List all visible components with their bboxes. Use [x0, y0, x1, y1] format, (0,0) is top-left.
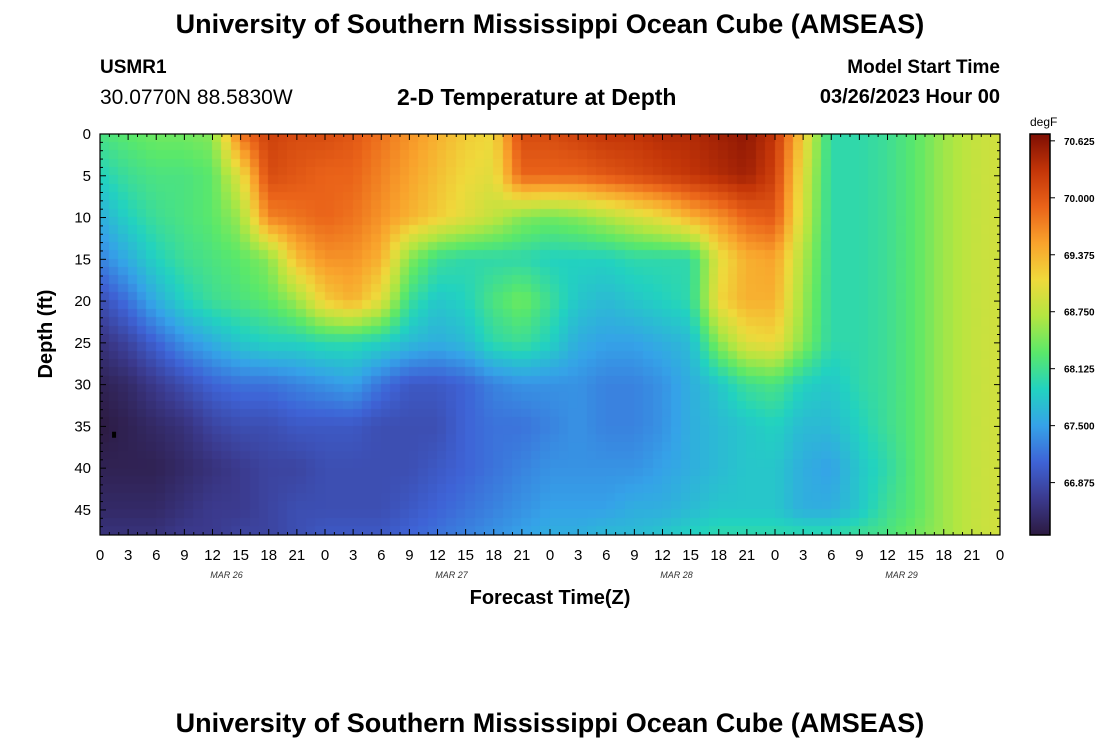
y-axis-label: Depth (ft)	[35, 290, 57, 379]
x-tick-label: 18	[710, 547, 727, 564]
colorbar-label: 68.750	[1064, 308, 1095, 319]
x-tick-label: 9	[180, 547, 188, 564]
x-tick-label: 6	[152, 547, 160, 564]
x-tick-label: 12	[204, 547, 221, 564]
x-tick-label: 0	[96, 547, 104, 564]
x-tick-label: 15	[907, 547, 924, 564]
colorbar-label: 66.875	[1064, 479, 1095, 490]
x-tick-label: 21	[514, 547, 531, 564]
y-tick-label: 15	[74, 251, 91, 268]
x-tick-label: 21	[289, 547, 306, 564]
colorbar-label: 70.000	[1064, 194, 1095, 205]
x-tick-label: 3	[124, 547, 132, 564]
heatmap-marker	[112, 431, 117, 438]
x-tick-label: 12	[879, 547, 896, 564]
date-label: MAR 29	[885, 570, 918, 580]
model-start-label: Model Start Time	[847, 57, 1000, 78]
heatmap-area	[100, 134, 1000, 535]
x-tick-label: 9	[855, 547, 863, 564]
date-label: MAR 28	[660, 570, 693, 580]
colorbar-label: 70.625	[1064, 137, 1095, 148]
colorbar: degF 70.625 70.000 69.375 68.750 68.125 67.50…	[1029, 115, 1095, 536]
y-tick-label: 35	[74, 418, 91, 435]
y-tick-label: 5	[83, 168, 91, 185]
x-tick-label: 9	[405, 547, 413, 564]
colorbar-gradient	[1029, 133, 1051, 536]
y-tick-label: 20	[74, 293, 91, 310]
x-tick-label: 3	[349, 547, 357, 564]
y-tick-label: 40	[74, 460, 91, 477]
x-tick-label: 9	[630, 547, 638, 564]
colorbar-label: 68.125	[1064, 365, 1095, 376]
x-tick-label: 12	[429, 547, 446, 564]
y-tick-label: 25	[74, 335, 91, 352]
y-tick-label: 30	[74, 377, 91, 394]
x-tick-label: 12	[654, 547, 671, 564]
y-tick-label: 10	[74, 210, 91, 227]
x-tick-label: 15	[682, 547, 699, 564]
x-tick-label: 3	[574, 547, 582, 564]
date-label: MAR 27	[435, 570, 469, 580]
colorbar-unit: degF	[1030, 115, 1057, 129]
x-tick-label: 6	[377, 547, 385, 564]
x-tick-label: 0	[321, 547, 329, 564]
x-tick-label: 18	[935, 547, 952, 564]
colorbar-label: 69.375	[1064, 251, 1095, 262]
x-tick-label: 21	[964, 547, 981, 564]
y-tick-label: 0	[83, 126, 91, 143]
chart-subtitle: 2-D Temperature at Depth	[397, 84, 677, 110]
y-tick-label: 45	[74, 502, 91, 519]
x-tick-label: 21	[739, 547, 756, 564]
model-start-value: 03/26/2023 Hour 00	[819, 86, 1000, 108]
date-label: MAR 26	[210, 570, 243, 580]
x-tick-label: 0	[771, 547, 779, 564]
x-tick-label: 15	[232, 547, 249, 564]
station-coordinates: 30.0770N 88.5830W	[100, 86, 293, 109]
x-tick-label: 6	[827, 547, 835, 564]
station-id: USMR1	[100, 57, 167, 78]
x-tick-label: 0	[546, 547, 554, 564]
x-axis-label: Forecast Time(Z)	[470, 587, 631, 609]
x-tick-label: 6	[602, 547, 610, 564]
x-tick-label: 18	[260, 547, 277, 564]
colorbar-label: 67.500	[1064, 422, 1095, 433]
x-tick-label: 18	[485, 547, 502, 564]
footer-title: University of Southern Mississippi Ocean…	[175, 708, 925, 738]
x-tick-label: 15	[457, 547, 474, 564]
x-tick-label: 0	[996, 547, 1004, 564]
page-title: University of Southern Mississippi Ocean…	[175, 9, 925, 39]
x-tick-label: 3	[799, 547, 807, 564]
